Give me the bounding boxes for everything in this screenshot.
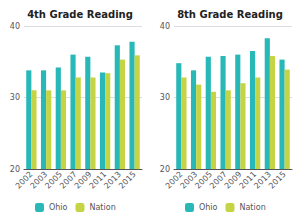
svg-text:2005: 2005	[193, 169, 215, 191]
svg-text:2015: 2015	[267, 170, 288, 191]
svg-text:2015: 2015	[117, 170, 138, 191]
svg-text:2007: 2007	[58, 169, 79, 191]
svg-text:2005: 2005	[43, 169, 65, 191]
svg-text:2009: 2009	[72, 169, 94, 191]
svg-text:30: 30	[10, 93, 20, 102]
svg-text:2011: 2011	[87, 169, 109, 191]
svg-text:Ohio: Ohio	[49, 203, 68, 212]
svg-text:8th Grade Reading: 8th Grade Reading	[177, 9, 283, 20]
svg-text:2003: 2003	[28, 169, 50, 191]
svg-text:20: 20	[160, 165, 170, 174]
svg-text:40: 40	[160, 22, 170, 31]
svg-text:20: 20	[10, 165, 20, 174]
svg-text:Ohio: Ohio	[199, 203, 218, 212]
svg-text:Nation: Nation	[89, 203, 115, 212]
svg-text:30: 30	[160, 93, 170, 102]
svg-text:Nation: Nation	[239, 203, 265, 212]
svg-text:2003: 2003	[178, 169, 200, 191]
svg-text:2013: 2013	[252, 169, 274, 191]
svg-text:2002: 2002	[163, 169, 185, 191]
svg-text:2007: 2007	[208, 169, 229, 191]
svg-text:2002: 2002	[13, 169, 35, 191]
svg-text:2011: 2011	[237, 169, 259, 191]
svg-text:40: 40	[10, 22, 20, 31]
svg-text:2013: 2013	[102, 169, 124, 191]
svg-text:4th Grade Reading: 4th Grade Reading	[27, 9, 133, 20]
svg-text:2009: 2009	[222, 169, 244, 191]
